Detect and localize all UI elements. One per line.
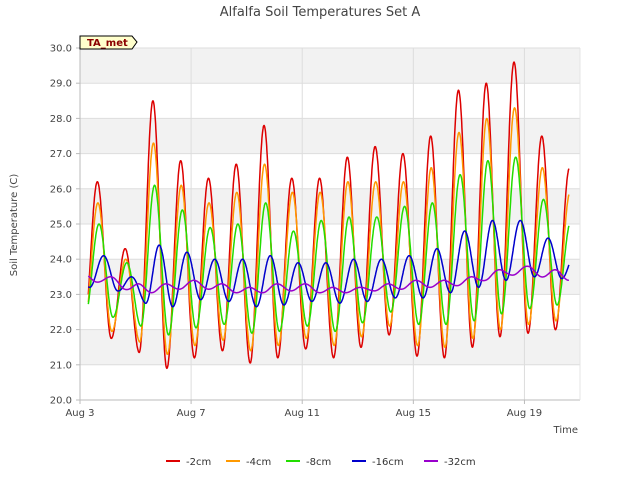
y-tick-label: 28.0 <box>50 114 72 125</box>
y-tick-labels: 20.0 21.0 22.0 23.0 24.0 25.0 26.0 27.0 28.0 29.0… <box>50 44 80 407</box>
series-line-8cm <box>87 156 570 336</box>
legend-label: -32cm <box>444 457 476 468</box>
y-tick-label: 21.0 <box>50 360 72 371</box>
y-tick-label: 25.0 <box>50 220 72 231</box>
badge-frame <box>79 35 138 50</box>
x-tick-label: Aug 11 <box>285 408 320 419</box>
y-tick-label: 24.0 <box>50 255 72 266</box>
x-tick-label: Aug 7 <box>177 408 206 419</box>
legend-item-16cm: -16cm <box>352 457 404 468</box>
legend-item-8cm: -8cm <box>286 457 331 468</box>
legend-item-32cm: -32cm <box>424 457 476 468</box>
x-tick-label: Aug 15 <box>396 408 431 419</box>
series-line-16cm <box>87 219 570 308</box>
series-line-32cm <box>87 265 570 294</box>
y-tick-label: 20.0 <box>50 396 72 407</box>
x-tick-label: Aug 19 <box>507 408 542 419</box>
y-tick-label: 27.0 <box>50 149 72 160</box>
x-tick-labels: Aug 3 Aug 7 Aug 11 Aug 15 Aug 19 <box>65 400 542 419</box>
plot-band <box>80 188 580 224</box>
y-tick-label: 23.0 <box>50 290 72 301</box>
chart-title: Alfalfa Soil Temperatures Set A <box>220 5 421 20</box>
series-lines <box>87 61 570 370</box>
y-axis-label: Soil Temperature (C) <box>9 174 20 277</box>
ta-met-badge: TA_met <box>79 35 138 50</box>
legend-item-4cm: -4cm <box>226 457 271 468</box>
plot-band <box>80 118 580 154</box>
legend-label: -4cm <box>246 457 271 468</box>
series-line-2cm <box>87 61 570 370</box>
legend-label: -8cm <box>306 457 331 468</box>
legend: -2cm -4cm -8cm -16cm -32cm <box>166 457 476 468</box>
y-tick-label: 22.0 <box>50 325 72 336</box>
x-tick-label: Aug 3 <box>65 408 94 419</box>
legend-label: -2cm <box>186 457 211 468</box>
legend-label: -16cm <box>372 457 404 468</box>
plot-band <box>80 48 580 84</box>
legend-item-2cm: -2cm <box>166 457 211 468</box>
y-tick-label: 26.0 <box>50 184 72 195</box>
y-tick-label: 30.0 <box>50 44 72 55</box>
x-axis-label: Time <box>553 425 578 436</box>
y-tick-label: 29.0 <box>50 79 72 90</box>
badge-label: TA_met <box>87 38 128 49</box>
series-line-4cm <box>87 107 570 355</box>
